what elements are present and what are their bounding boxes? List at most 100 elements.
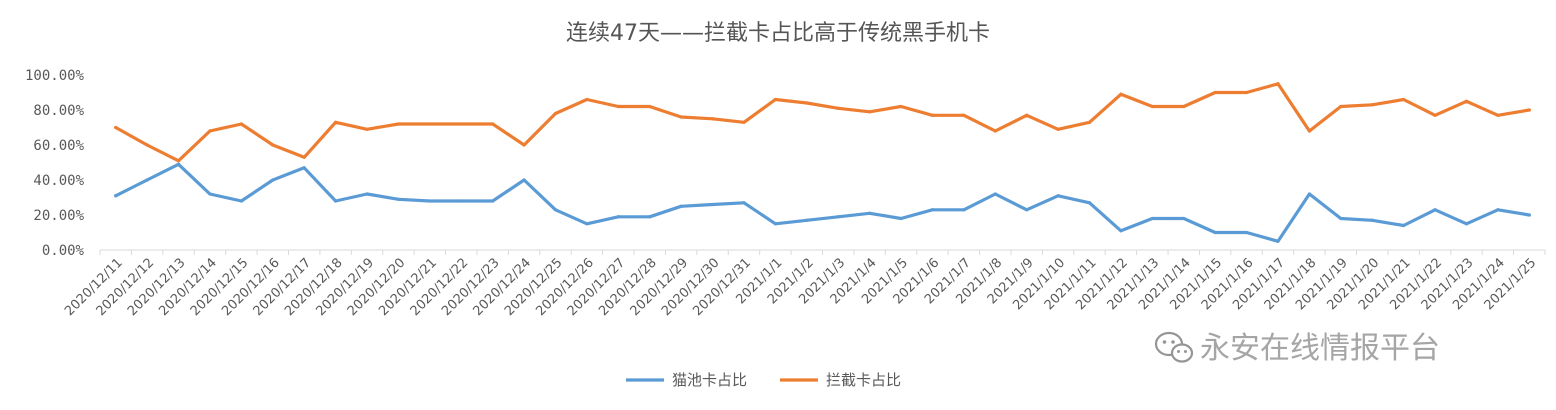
data-point xyxy=(993,129,997,133)
data-point xyxy=(459,122,463,126)
data-point xyxy=(1527,108,1531,112)
data-point xyxy=(176,162,181,166)
legend-label: 猫池卡占比 xyxy=(672,371,747,389)
data-point xyxy=(1433,113,1437,117)
data-point xyxy=(962,113,966,117)
y-tick-label: 100.00% xyxy=(25,68,85,84)
data-point xyxy=(616,215,620,219)
data-point xyxy=(333,199,338,203)
data-point xyxy=(208,129,212,133)
series-line-1 xyxy=(114,82,1531,163)
data-point xyxy=(899,104,903,109)
data-point xyxy=(302,155,306,159)
data-point xyxy=(239,122,243,126)
data-point xyxy=(1527,213,1531,217)
data-point xyxy=(271,143,275,147)
data-point xyxy=(1244,90,1249,95)
y-tick-label: 0.00% xyxy=(42,243,85,259)
data-point xyxy=(648,215,652,219)
data-point xyxy=(553,208,558,212)
data-point xyxy=(145,143,149,147)
data-point xyxy=(302,166,306,170)
data-point xyxy=(1056,127,1060,131)
data-point xyxy=(239,199,243,203)
data-point xyxy=(1213,90,1217,95)
y-tick-label: 80.00% xyxy=(33,103,84,119)
data-point xyxy=(396,197,401,201)
data-point xyxy=(428,122,432,126)
data-point xyxy=(1150,104,1154,109)
data-point xyxy=(1339,104,1343,109)
data-point xyxy=(114,125,118,130)
data-point xyxy=(1244,230,1249,235)
data-point xyxy=(773,97,777,102)
data-point xyxy=(365,127,369,131)
data-point xyxy=(1496,208,1500,212)
data-point xyxy=(993,192,997,196)
y-tick-label: 60.00% xyxy=(33,138,84,154)
data-point xyxy=(1119,229,1123,233)
data-point xyxy=(962,208,966,212)
y-tick-label: 20.00% xyxy=(33,208,84,224)
data-point xyxy=(1496,113,1500,117)
data-point xyxy=(1433,208,1437,212)
data-point xyxy=(742,120,746,124)
data-point xyxy=(491,199,495,203)
data-point xyxy=(114,194,118,198)
data-point xyxy=(836,106,840,110)
data-point xyxy=(553,111,558,116)
data-point xyxy=(396,122,401,126)
data-point xyxy=(773,222,777,226)
data-point xyxy=(1213,230,1217,235)
watermark-text: 永安在线情报平台 xyxy=(1200,331,1440,366)
data-point xyxy=(710,117,715,121)
data-point xyxy=(868,211,872,215)
data-point xyxy=(710,202,715,207)
watermark: 永安在线情报平台 xyxy=(1154,331,1440,366)
y-tick-label: 40.00% xyxy=(33,173,84,189)
x-axis: 2020/12/112020/12/122020/12/132020/12/14… xyxy=(62,249,1546,319)
data-point xyxy=(459,199,463,203)
data-point xyxy=(145,178,149,182)
data-point xyxy=(522,178,526,182)
data-point xyxy=(1150,216,1154,221)
data-point xyxy=(1119,92,1123,96)
data-point xyxy=(1464,222,1469,226)
data-point xyxy=(1402,97,1406,102)
data-point xyxy=(805,101,809,105)
data-point xyxy=(585,222,589,226)
data-point xyxy=(616,104,620,109)
data-point xyxy=(1025,208,1029,212)
y-axis: 0.00% 20.00% 40.00% 60.00% 80.00% 100.00% xyxy=(25,68,85,259)
data-point xyxy=(1307,129,1312,133)
data-point xyxy=(365,192,369,196)
data-point xyxy=(836,215,840,219)
data-point xyxy=(805,218,809,222)
data-point xyxy=(930,113,935,117)
data-point xyxy=(208,192,212,196)
data-point xyxy=(428,199,432,203)
data-point xyxy=(271,178,275,182)
series-line-0 xyxy=(114,162,1531,243)
data-point xyxy=(1025,113,1029,117)
legend-label: 拦截卡占比 xyxy=(826,371,901,389)
data-point xyxy=(522,143,526,147)
data-point xyxy=(1370,103,1374,107)
data-point xyxy=(648,104,652,109)
data-point xyxy=(1182,104,1186,109)
data-point xyxy=(930,208,935,212)
data-point xyxy=(1056,194,1060,198)
chart-title: 连续47天——拦截卡占比高于传统黑手机卡 xyxy=(566,21,990,46)
data-point xyxy=(1402,223,1406,228)
data-point xyxy=(1276,82,1280,86)
data-point xyxy=(1307,192,1312,196)
data-point xyxy=(679,115,683,119)
data-point xyxy=(1370,218,1374,222)
data-point xyxy=(1339,216,1343,221)
data-point xyxy=(679,204,683,208)
data-point xyxy=(1182,216,1186,221)
data-point xyxy=(333,120,338,124)
data-point xyxy=(742,201,746,205)
wechat-icon xyxy=(1154,331,1194,363)
